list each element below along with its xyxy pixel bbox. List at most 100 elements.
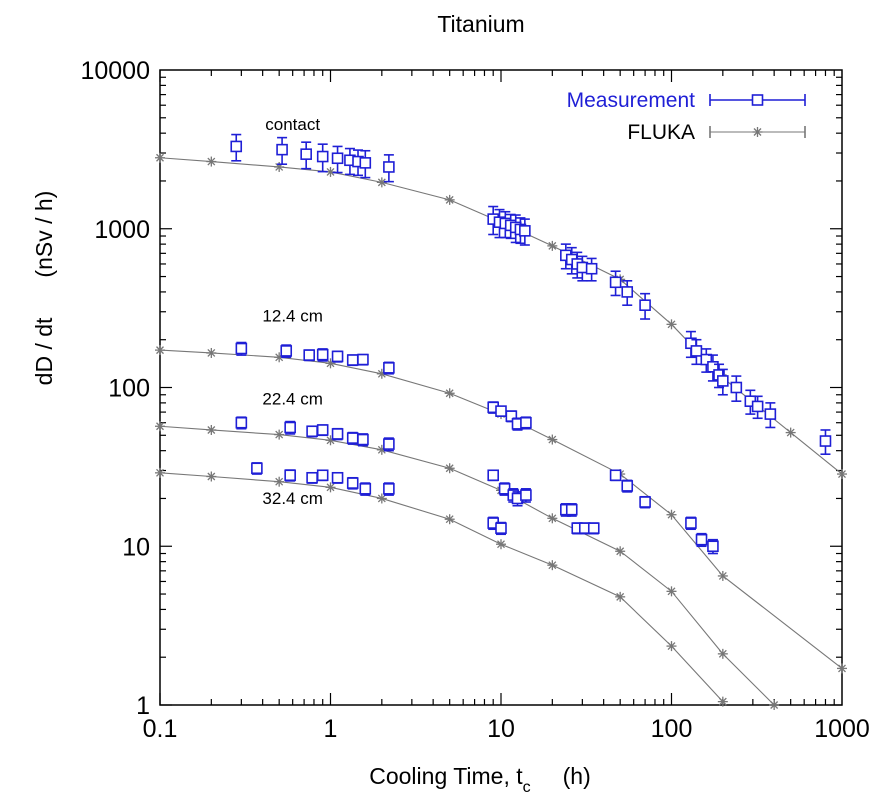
x-axis-label: Cooling Time, tc (h)	[369, 763, 591, 796]
fluka-line-12-4-cm	[159, 349, 843, 669]
fluka-point	[615, 591, 626, 602]
fluka-point	[547, 434, 558, 445]
measurement-point	[331, 427, 344, 441]
measurement-point	[519, 218, 531, 246]
y-axis-label-quantity: dD / dt	[31, 317, 57, 385]
measurement-point	[316, 469, 329, 482]
measurement-point	[383, 482, 395, 496]
svg-text:dD / dt(nSv / h): dD / dt (nSv / h)	[31, 191, 57, 386]
x-axis-label-subscript: c	[523, 779, 531, 796]
series-annotation: contact	[265, 115, 320, 134]
measurement-point	[316, 348, 329, 362]
measurement-point	[639, 292, 651, 320]
measurement-point	[383, 361, 395, 375]
y-tick-label: 100	[108, 375, 150, 403]
x-axis-label-unit: (h)	[563, 763, 591, 789]
measurement-point	[690, 338, 703, 366]
measurement-point	[609, 270, 622, 297]
fluka-point	[496, 539, 506, 550]
measurement-point	[585, 257, 598, 282]
y-axis-label: dD / dt (nSv / h)	[31, 191, 57, 386]
fluka-point	[444, 514, 455, 525]
measurement-point	[520, 488, 532, 503]
series-annotation: 32.4 cm	[262, 489, 322, 508]
fluka-point	[615, 546, 626, 557]
measurement-point	[717, 368, 729, 396]
measurement-point	[235, 341, 248, 356]
measurement-point	[685, 516, 697, 531]
fluka-point	[376, 493, 387, 504]
measurement-point	[695, 532, 708, 548]
fluka-point	[444, 388, 455, 399]
fluka-point	[155, 345, 165, 356]
measurement-point	[316, 424, 329, 437]
measurement-point	[344, 147, 356, 176]
measurement-point	[609, 469, 622, 482]
measurement-point	[284, 469, 296, 482]
measurement-point	[707, 538, 719, 555]
measurement-point	[621, 479, 634, 493]
measurement-point	[235, 416, 248, 430]
legend-square-marker	[751, 94, 764, 106]
fluka-point	[206, 471, 217, 482]
fluka-point	[666, 319, 677, 330]
measurement-point	[284, 420, 296, 435]
legend-asterisk-marker	[752, 127, 763, 137]
x-tick-label: 100	[651, 715, 693, 743]
legend: Measurement FLUKA	[567, 89, 806, 144]
measurement-point	[251, 462, 263, 475]
fluka-point	[325, 482, 336, 493]
measurement-point	[587, 522, 600, 535]
measurement-point	[346, 354, 359, 367]
measurement-point	[331, 145, 344, 174]
measurement-point	[621, 280, 634, 306]
measurement-point	[730, 375, 743, 402]
fluka-line-32-4-cm	[159, 472, 724, 703]
fluka-point	[274, 476, 285, 487]
fluka-point	[206, 347, 217, 358]
measurement-point	[331, 471, 344, 484]
fluka-point	[155, 421, 165, 432]
fluka-point	[376, 177, 387, 188]
fluka-point	[444, 194, 455, 205]
fluka-point	[717, 648, 728, 659]
legend-label: Measurement	[567, 89, 696, 112]
measurement-point	[306, 471, 318, 484]
measurement-point	[383, 437, 395, 452]
fluka-point	[666, 509, 677, 520]
measurement-point	[359, 482, 372, 496]
measurement-point	[764, 402, 777, 429]
measurement-point	[495, 405, 507, 417]
fluka-point	[155, 152, 165, 163]
fluka-point	[547, 513, 558, 524]
measurement-point	[306, 425, 318, 438]
fluka-point	[155, 467, 165, 478]
fluka-point	[837, 469, 847, 480]
measurement-point	[520, 416, 532, 430]
measurement-point	[819, 429, 832, 456]
measurement-point	[383, 154, 395, 183]
measurement-point	[359, 149, 372, 179]
fluka-point	[837, 663, 847, 674]
x-tick-label: 0.1	[143, 715, 178, 743]
fluka-line-22-4-cm	[159, 425, 775, 706]
measurement-point	[707, 354, 719, 382]
fluka-point	[274, 429, 285, 440]
fluka-point	[666, 586, 677, 597]
fluka-point	[666, 641, 677, 652]
measurement-point	[346, 431, 359, 445]
measurement-point	[357, 353, 369, 366]
fluka-point	[785, 427, 796, 438]
fluka-point	[769, 700, 780, 710]
y-tick-label: 10	[122, 533, 150, 561]
measurement-point	[316, 143, 329, 173]
measurement-point	[300, 141, 312, 170]
measurement-point	[230, 133, 243, 162]
fluka-point	[444, 463, 455, 474]
series-annotation: 12.4 cm	[262, 307, 322, 326]
measurement-point	[331, 350, 344, 363]
measurement-point	[357, 433, 369, 447]
fluka-point	[206, 424, 217, 435]
fluka-point	[206, 156, 217, 167]
